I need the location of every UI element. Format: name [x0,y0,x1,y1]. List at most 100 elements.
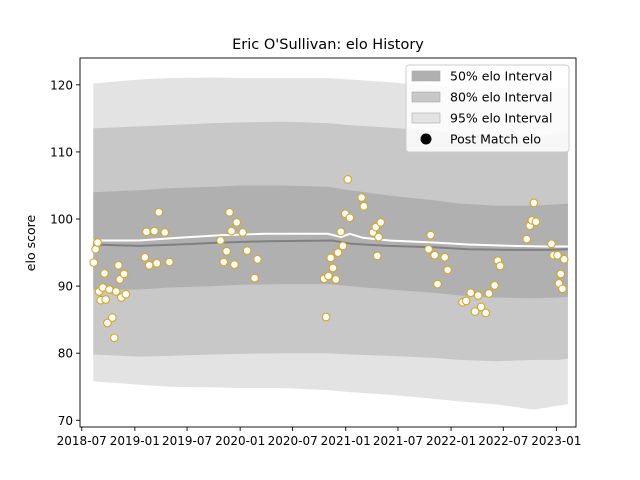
legend-label-0: 50% elo Interval [450,69,552,84]
post-match-point-65 [470,307,480,316]
post-match-point-78 [547,239,556,249]
legend-marker-3 [420,133,432,145]
legend-label-2: 95% elo Interval [450,111,552,126]
post-match-point-23 [154,207,164,217]
plot-area [89,77,569,410]
post-match-point-63 [461,296,471,306]
post-match-point-55 [376,218,386,227]
post-match-point-6 [100,269,109,278]
post-match-point-43 [333,248,343,257]
post-match-point-24 [160,228,170,237]
x-tick-label-5: 2021-01 [321,434,371,448]
x-tick-label-0: 2018-07 [57,434,107,448]
post-match-point-11 [109,333,119,343]
post-match-point-30 [227,226,236,236]
post-match-point-26 [216,236,225,245]
y-tick-label-4: 110 [50,145,73,159]
post-match-point-28 [222,246,231,256]
y-tick-label-5: 120 [50,78,73,92]
post-match-point-22 [152,258,162,268]
x-tick-label-2: 2019-07 [162,434,212,448]
post-match-point-59 [433,279,442,289]
post-match-point-48 [345,213,355,223]
post-match-point-20 [144,260,154,270]
legend-label-1: 80% elo Interval [450,90,552,105]
post-match-point-25 [165,257,174,267]
post-match-point-61 [443,265,452,275]
post-match-point-35 [250,273,259,283]
axes: 2018-07 2019-01 2019-07 2020-01 2020-07 2021-… [50,57,581,448]
post-match-point-54 [374,232,383,242]
legend-label-3: Post Match elo [450,132,541,147]
x-tick-label-3: 2020-01 [215,434,265,448]
post-match-point-40 [326,253,336,263]
post-match-point-68 [481,308,491,318]
post-match-point-13 [114,260,123,270]
post-match-point-12 [111,287,121,296]
y-tick-label-1: 80 [58,347,73,361]
post-match-point-64 [466,288,476,298]
post-match-point-34 [242,246,252,255]
post-match-point-50 [359,201,369,211]
y-axis-label: elo score [23,215,38,272]
post-match-point-32 [232,218,242,227]
post-match-point-57 [426,230,435,240]
post-match-point-16 [119,269,129,279]
mean-line-1 [93,232,568,248]
post-match-point-77 [531,217,541,227]
post-match-point-82 [556,269,566,279]
post-match-point-10 [107,313,117,322]
post-match-point-45 [338,241,348,251]
post-match-point-0 [89,258,99,267]
post-match-point-19 [142,227,151,237]
post-match-point-47 [343,175,353,184]
post-match-point-21 [150,226,159,236]
post-match-point-67 [476,302,486,312]
chart-title: Eric O'Sullivan: elo History [232,37,424,53]
post-match-point-36 [253,254,262,264]
post-match-point-53 [372,251,382,261]
post-match-point-7 [101,295,111,304]
post-match-point-76 [529,198,539,208]
post-match-point-56 [424,244,433,254]
legend-swatch-1 [411,91,441,103]
legend-swatch-0 [411,70,441,82]
x-tick-label-6: 2021-07 [373,434,423,448]
y-tick-label-3: 100 [50,213,73,227]
post-match-point-18 [140,252,150,262]
post-match-point-39 [324,271,333,281]
post-match-point-49 [357,193,366,202]
post-match-point-73 [522,234,532,244]
post-match-point-84 [559,254,569,264]
post-match-point-2 [93,238,102,247]
post-match-point-60 [440,252,450,262]
legend: 50% elo Interval 80% elo Interval 95% elo … [405,64,570,153]
mean-line-0 [93,239,568,251]
post-match-point-58 [430,250,439,260]
post-match-point-27 [219,257,229,267]
post-match-point-44 [336,227,346,237]
post-match-point-72 [495,261,505,271]
post-match-point-66 [473,291,483,300]
x-tick-label-8: 2022-07 [478,434,528,448]
post-match-point-8 [103,318,112,328]
post-match-point-41 [328,263,338,273]
post-match-point-70 [490,281,499,290]
post-match-point-31 [230,260,239,269]
legend-swatch-2 [411,112,441,124]
post-match-point-17 [121,289,131,299]
post-match-point-33 [238,228,248,237]
x-tick-label-9: 2023-01 [531,434,581,448]
x-tick-label-7: 2022-01 [426,434,476,448]
post-match-point-83 [558,284,567,294]
y-tick-label-0: 70 [58,414,73,428]
x-tick-label-4: 2020-07 [268,434,318,448]
post-match-point-38 [321,312,331,322]
axes-frame [79,57,577,428]
post-match-point-80 [553,250,562,260]
post-match-point-69 [484,289,494,298]
legend-box [405,64,570,153]
post-match-point-42 [331,275,341,284]
x-tick-label-1: 2019-01 [110,434,160,448]
